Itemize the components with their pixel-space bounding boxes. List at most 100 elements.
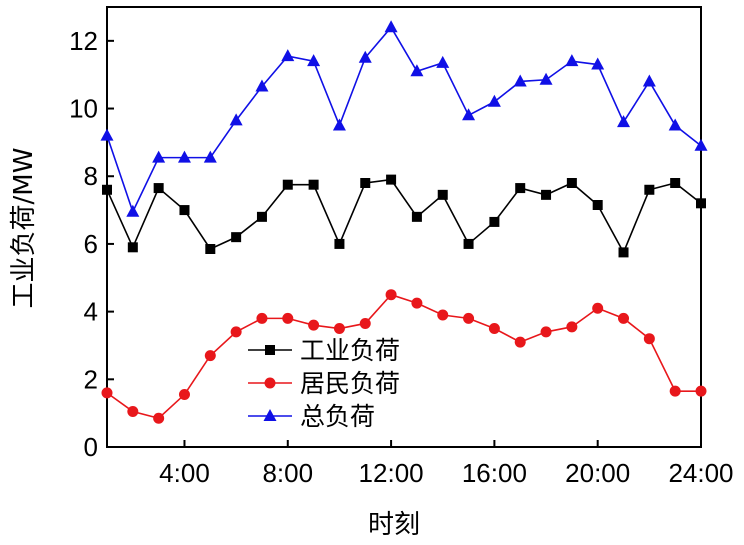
x-tick-label: 4:00	[159, 458, 210, 488]
data-point	[256, 312, 268, 324]
legend-item: 总负荷	[248, 402, 375, 431]
data-point	[462, 108, 476, 121]
data-point	[591, 57, 605, 70]
legend-item: 工业负荷	[248, 336, 400, 365]
data-point	[695, 385, 707, 397]
data-point	[307, 54, 321, 67]
data-point	[411, 297, 423, 309]
plot-frame	[106, 6, 702, 448]
x-axis-title: 时刻	[368, 510, 420, 540]
series-line	[106, 25, 702, 214]
data-point	[463, 312, 475, 324]
data-point	[282, 179, 293, 190]
series-1	[102, 174, 706, 258]
data-point	[177, 150, 191, 163]
data-point	[203, 150, 217, 163]
data-point	[618, 247, 629, 258]
legend-marker	[264, 377, 276, 389]
y-tick-label: 8	[84, 161, 98, 191]
data-point	[437, 189, 448, 200]
data-point	[204, 350, 216, 362]
data-point	[592, 200, 603, 210]
data-point	[694, 138, 708, 151]
data-point	[463, 238, 474, 249]
data-point	[566, 321, 578, 333]
legend-label: 工业负荷	[300, 336, 400, 365]
data-point	[488, 323, 500, 335]
data-point	[102, 184, 112, 195]
data-point	[540, 326, 552, 338]
data-point	[359, 317, 371, 329]
y-tick-label: 2	[84, 364, 98, 394]
x-tick-label: 20:00	[565, 458, 630, 488]
data-point	[514, 336, 526, 348]
y-tick-label: 12	[69, 26, 98, 56]
data-point	[308, 179, 319, 190]
data-point	[360, 178, 371, 188]
y-axis: 0 2 4 6 8 10 12	[69, 26, 114, 462]
data-point	[617, 115, 631, 128]
data-point	[334, 238, 345, 249]
data-point	[489, 216, 500, 227]
data-point	[230, 326, 242, 338]
data-point	[229, 113, 243, 126]
data-point	[358, 50, 372, 63]
data-point	[178, 389, 190, 401]
x-tick-label: 8:00	[262, 458, 313, 488]
legend-marker	[265, 345, 275, 355]
data-point	[281, 49, 295, 62]
data-point	[153, 183, 164, 194]
series-3	[100, 20, 708, 217]
data-point	[644, 184, 655, 195]
data-point	[127, 242, 138, 253]
data-point	[487, 94, 501, 107]
y-tick-label: 10	[69, 94, 98, 124]
x-tick-label: 24:00	[668, 458, 733, 488]
y-axis-title: 工业负荷/MW	[9, 148, 39, 309]
data-point	[179, 205, 190, 216]
data-point	[384, 20, 398, 33]
legend-item: 居民负荷	[248, 369, 400, 398]
data-point	[515, 183, 526, 194]
data-point	[205, 244, 216, 254]
data-point	[255, 79, 269, 92]
series-layer	[100, 20, 708, 424]
data-point	[126, 204, 140, 217]
series-line	[106, 178, 702, 255]
data-point	[333, 323, 345, 335]
data-point	[513, 74, 527, 87]
data-point	[332, 118, 346, 131]
data-point	[386, 174, 397, 185]
data-point	[643, 333, 655, 345]
data-point	[669, 385, 681, 397]
data-point	[282, 312, 294, 324]
x-tick-label: 16:00	[462, 458, 527, 488]
data-point	[566, 178, 577, 188]
data-point	[127, 405, 139, 417]
y-tick-label: 0	[84, 432, 98, 462]
data-point	[153, 412, 165, 424]
data-point	[539, 72, 553, 85]
x-axis: 4:00 8:00 12:00 16:00 20:00 24:00	[159, 440, 734, 488]
data-point	[541, 189, 552, 200]
y-tick-label: 4	[84, 297, 98, 327]
legend-marker	[263, 409, 277, 421]
data-point	[101, 387, 113, 399]
data-point	[642, 74, 656, 87]
x-tick-label: 12:00	[359, 458, 424, 488]
data-point	[618, 312, 630, 324]
y-tick-label: 6	[84, 229, 98, 259]
legend-label: 总负荷	[300, 402, 375, 431]
data-point	[592, 302, 604, 314]
data-point	[152, 150, 166, 163]
series-2	[101, 289, 707, 424]
legend-label: 居民负荷	[300, 369, 400, 398]
data-point	[696, 198, 706, 209]
data-point	[256, 211, 267, 222]
data-point	[668, 118, 682, 131]
data-point	[565, 54, 579, 67]
data-point	[231, 232, 242, 243]
data-point	[385, 289, 397, 301]
